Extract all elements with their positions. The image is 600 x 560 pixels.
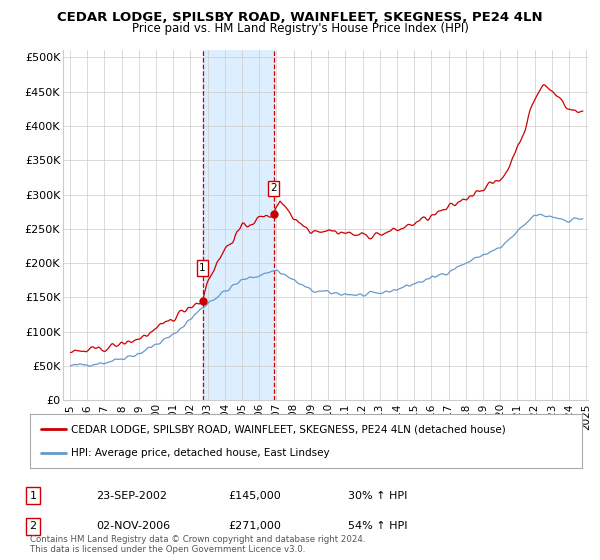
Text: £271,000: £271,000 [228, 521, 281, 531]
Text: £145,000: £145,000 [228, 491, 281, 501]
Text: 02-NOV-2006: 02-NOV-2006 [96, 521, 170, 531]
Text: CEDAR LODGE, SPILSBY ROAD, WAINFLEET, SKEGNESS, PE24 4LN (detached house): CEDAR LODGE, SPILSBY ROAD, WAINFLEET, SK… [71, 424, 506, 435]
Text: Price paid vs. HM Land Registry's House Price Index (HPI): Price paid vs. HM Land Registry's House … [131, 22, 469, 35]
Text: 23-SEP-2002: 23-SEP-2002 [96, 491, 167, 501]
Text: 2: 2 [29, 521, 37, 531]
Bar [203, 50, 274, 400]
Text: 2: 2 [270, 183, 277, 193]
Text: Contains HM Land Registry data © Crown copyright and database right 2024.
This d: Contains HM Land Registry data © Crown c… [30, 535, 365, 554]
Text: HPI: Average price, detached house, East Lindsey: HPI: Average price, detached house, East… [71, 447, 330, 458]
Text: CEDAR LODGE, SPILSBY ROAD, WAINFLEET, SKEGNESS, PE24 4LN: CEDAR LODGE, SPILSBY ROAD, WAINFLEET, SK… [57, 11, 543, 24]
Text: 30% ↑ HPI: 30% ↑ HPI [348, 491, 407, 501]
Text: 1: 1 [199, 263, 206, 273]
Text: 54% ↑ HPI: 54% ↑ HPI [348, 521, 407, 531]
Text: 1: 1 [29, 491, 37, 501]
